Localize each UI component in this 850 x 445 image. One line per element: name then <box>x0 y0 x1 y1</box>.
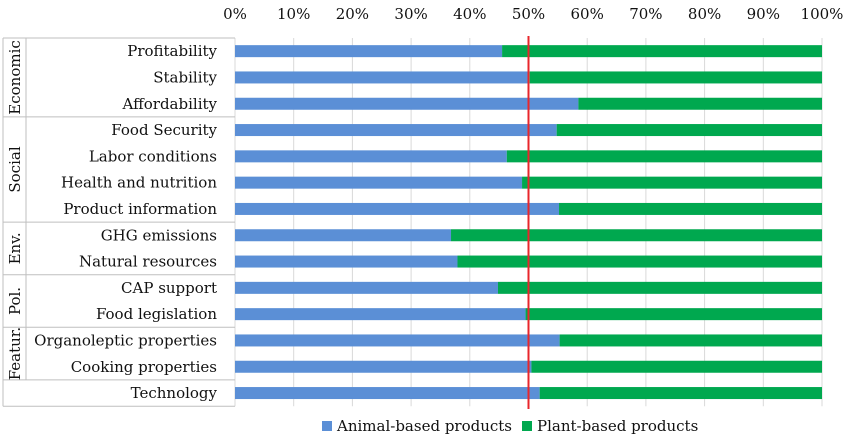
group-labels: Economic Social Env. Pol. Featur. <box>3 40 235 381</box>
bar-animal-based-products-organoleptic-properties <box>235 334 560 347</box>
bar-animal-based-products-product-information <box>235 202 560 215</box>
group-label-env: Env. <box>6 232 24 264</box>
x-tick-label: 40% <box>453 5 486 23</box>
x-tick-label: 100% <box>801 5 844 23</box>
legend-label-animal-based-products: Animal-based products <box>336 417 512 435</box>
bar-animal-based-products-food-security <box>235 124 557 137</box>
category-label-stability: Stability <box>153 68 217 86</box>
bar-animal-based-products-stability <box>235 71 530 84</box>
bar-plant-based-products-ghg-emissions <box>451 229 822 242</box>
x-tick-label: 10% <box>277 5 310 23</box>
bar-plant-based-products-cooking-properties <box>531 360 822 373</box>
category-label-natural-resources: Natural resources <box>79 253 217 271</box>
bar-plant-based-products-profitability <box>502 45 822 58</box>
bar-animal-based-products-cap-support <box>235 281 498 294</box>
x-tick-label: 70% <box>629 5 662 23</box>
category-label-food-legislation: Food legislation <box>96 305 217 323</box>
bar-animal-based-products-labor-conditions <box>235 150 507 163</box>
category-label-product-information: Product information <box>63 200 217 218</box>
bar-plant-based-products-natural-resources <box>457 255 822 268</box>
x-tick-label: 20% <box>336 5 369 23</box>
legend-swatch-animal-based-products <box>322 421 332 431</box>
x-tick-label: 0% <box>223 5 247 23</box>
bar-animal-based-products-affordability <box>235 97 579 110</box>
bar-animal-based-products-cooking-properties <box>235 360 532 373</box>
category-label-health-and-nutrition: Health and nutrition <box>61 174 217 192</box>
bar-plant-based-products-product-information <box>559 202 822 215</box>
category-label-affordability: Affordability <box>122 95 218 113</box>
group-label-featur: Featur. <box>6 327 24 380</box>
bar-animal-based-products-food-legislation <box>235 308 526 321</box>
category-label-organoleptic-properties: Organoleptic properties <box>34 331 217 349</box>
category-label-cap-support: CAP support <box>121 279 217 297</box>
x-tick-label: 50% <box>512 5 545 23</box>
bars <box>235 45 822 400</box>
x-axis-tick-labels: 0% 10% 20% 30% 40% 50% 60% 70% 80% 90% 100% <box>223 5 843 23</box>
category-labels: Profitability Stability Affordability Food … <box>34 42 217 402</box>
bar-animal-based-products-technology <box>235 387 540 400</box>
bar-plant-based-products-cap-support <box>497 281 822 294</box>
bar-animal-based-products-health-and-nutrition <box>235 176 523 189</box>
x-tick-label: 60% <box>571 5 604 23</box>
legend: Animal-based products Plant-based product… <box>322 417 698 435</box>
x-tick-label: 30% <box>394 5 427 23</box>
group-label-social: Social <box>6 146 24 192</box>
legend-swatch-plant-based-products <box>522 421 532 431</box>
category-label-technology: Technology <box>131 384 218 402</box>
x-tick-label: 90% <box>747 5 780 23</box>
bar-plant-based-products-food-legislation <box>525 308 822 321</box>
category-label-labor-conditions: Labor conditions <box>89 147 217 165</box>
bar-animal-based-products-profitability <box>235 45 503 58</box>
legend-label-plant-based-products: Plant-based products <box>537 417 698 435</box>
bar-animal-based-products-ghg-emissions <box>235 229 452 242</box>
category-label-cooking-properties: Cooking properties <box>71 358 217 376</box>
group-label-economic: Economic <box>6 40 24 115</box>
group-label-pol: Pol. <box>6 287 24 315</box>
bar-plant-based-products-labor-conditions <box>506 150 822 163</box>
category-label-food-security: Food Security <box>111 121 217 139</box>
category-label-profitability: Profitability <box>127 42 217 60</box>
bar-plant-based-products-organoleptic-properties <box>559 334 822 347</box>
category-label-ghg-emissions: GHG emissions <box>101 226 217 244</box>
bar-animal-based-products-natural-resources <box>235 255 458 268</box>
bar-plant-based-products-health-and-nutrition <box>522 176 822 189</box>
bar-plant-based-products-technology <box>539 387 822 400</box>
bar-plant-based-products-stability <box>529 71 822 84</box>
x-tick-label: 80% <box>688 5 721 23</box>
bar-plant-based-products-affordability <box>578 97 822 110</box>
bar-plant-based-products-food-security <box>556 124 822 137</box>
